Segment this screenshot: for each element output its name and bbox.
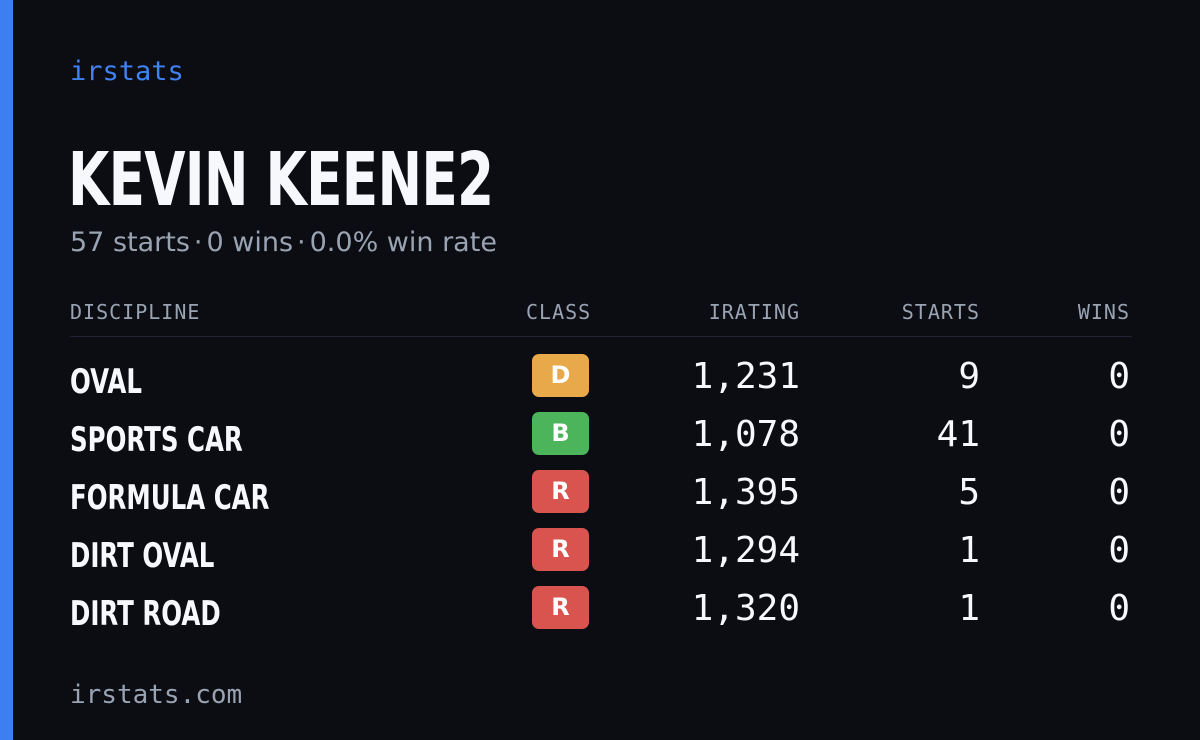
table-header: DISCIPLINE CLASS IRATING STARTS WINS [70, 300, 1132, 337]
table-row: FORMULA CAR R 1,395 5 0 [70, 464, 1132, 522]
summary-wins: 0 wins [206, 227, 294, 258]
wins-value: 0 [1108, 472, 1130, 513]
wins-value: 0 [1108, 414, 1130, 455]
summary-separator: · [297, 227, 306, 258]
starts-value: 41 [936, 414, 980, 455]
starts-value: 5 [958, 472, 980, 513]
wins-value: 0 [1108, 588, 1130, 629]
discipline-name: DIRT OVAL [70, 536, 215, 576]
discipline-name: DIRT ROAD [70, 594, 221, 634]
accent-bar [0, 0, 13, 740]
discipline-name: FORMULA CAR [70, 478, 270, 518]
footer-url[interactable]: irstats.com [70, 680, 243, 710]
irating-value: 1,231 [691, 356, 800, 397]
header-wins: WINS [1077, 300, 1130, 324]
class-badge: D [532, 354, 589, 397]
discipline-table: OVAL D 1,231 9 0 SPORTS CAR B 1,078 41 0… [70, 348, 1132, 638]
summary-starts: 57 starts [70, 227, 190, 258]
driver-name: KEVIN KEENE2 [68, 137, 494, 223]
class-badge: R [532, 586, 589, 629]
brand-logo-text: irstats [70, 56, 184, 87]
irating-value: 1,395 [691, 472, 800, 513]
irating-value: 1,320 [691, 588, 800, 629]
class-badge: R [532, 528, 589, 571]
wins-value: 0 [1108, 356, 1130, 397]
header-class: CLASS [526, 300, 592, 324]
starts-value: 1 [958, 588, 980, 629]
table-row: DIRT ROAD R 1,320 1 0 [70, 580, 1132, 638]
summary-separator: · [193, 227, 203, 258]
starts-value: 1 [958, 530, 980, 571]
table-row: DIRT OVAL R 1,294 1 0 [70, 522, 1132, 580]
table-row: OVAL D 1,231 9 0 [70, 348, 1132, 406]
header-starts: STARTS [901, 300, 980, 324]
header-discipline: DISCIPLINE [70, 300, 201, 324]
irating-value: 1,294 [691, 530, 800, 571]
class-badge: R [532, 470, 589, 513]
summary-win-rate: 0.0% win rate [309, 227, 497, 258]
discipline-name: OVAL [70, 362, 142, 402]
irating-value: 1,078 [691, 414, 800, 455]
starts-value: 9 [958, 356, 980, 397]
class-badge: B [532, 412, 589, 455]
discipline-name: SPORTS CAR [70, 420, 243, 460]
wins-value: 0 [1108, 530, 1130, 571]
table-row: SPORTS CAR B 1,078 41 0 [70, 406, 1132, 464]
driver-summary: 57 starts · 0 wins · 0.0% win rate [70, 227, 497, 258]
header-irating: IRATING [708, 300, 800, 324]
